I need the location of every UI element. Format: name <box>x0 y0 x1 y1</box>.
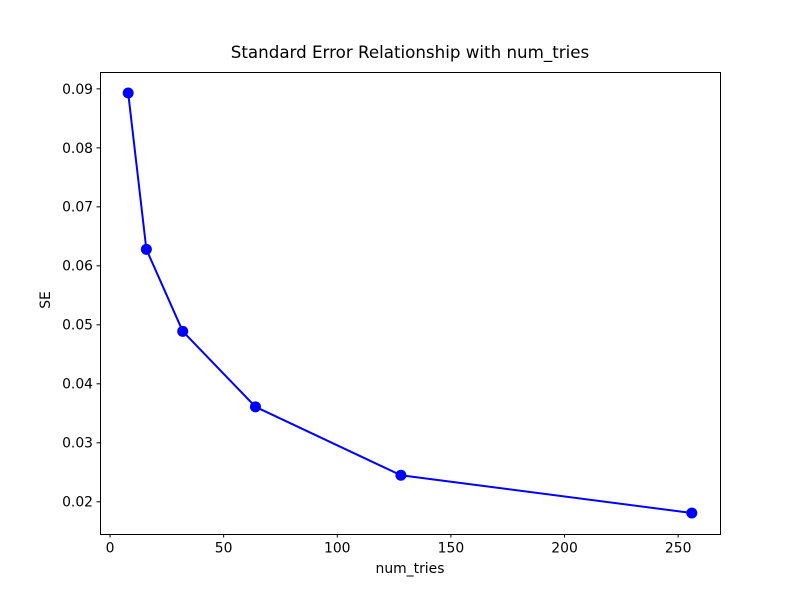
data-point <box>249 401 261 413</box>
data-point <box>177 325 189 337</box>
y-tick-label: 0.09 <box>62 82 93 98</box>
data-point <box>686 507 698 519</box>
data-point <box>122 87 134 99</box>
x-tick-label: 0 <box>106 541 115 557</box>
y-tick-label: 0.05 <box>62 318 93 334</box>
y-tick-label: 0.04 <box>62 377 93 393</box>
y-tick-label: 0.07 <box>62 200 93 216</box>
x-axis-label: num_tries <box>375 561 445 577</box>
x-tick-label: 200 <box>551 541 578 557</box>
data-point <box>395 469 407 481</box>
y-axis-label: SE <box>38 291 54 309</box>
chart-title: Standard Error Relationship with num_tri… <box>230 42 590 62</box>
data-point <box>140 243 152 255</box>
y-tick-label: 0.03 <box>62 436 93 452</box>
x-tick-label: 250 <box>665 541 692 557</box>
x-tick-label: 150 <box>438 541 465 557</box>
se-line <box>127 92 693 514</box>
y-tick-label: 0.06 <box>62 259 93 275</box>
y-tick-label: 0.08 <box>62 141 93 157</box>
x-tick-label: 100 <box>324 541 351 557</box>
plot-border <box>100 72 721 535</box>
x-tick-label: 50 <box>215 541 233 557</box>
y-tick-label: 0.02 <box>62 495 93 511</box>
